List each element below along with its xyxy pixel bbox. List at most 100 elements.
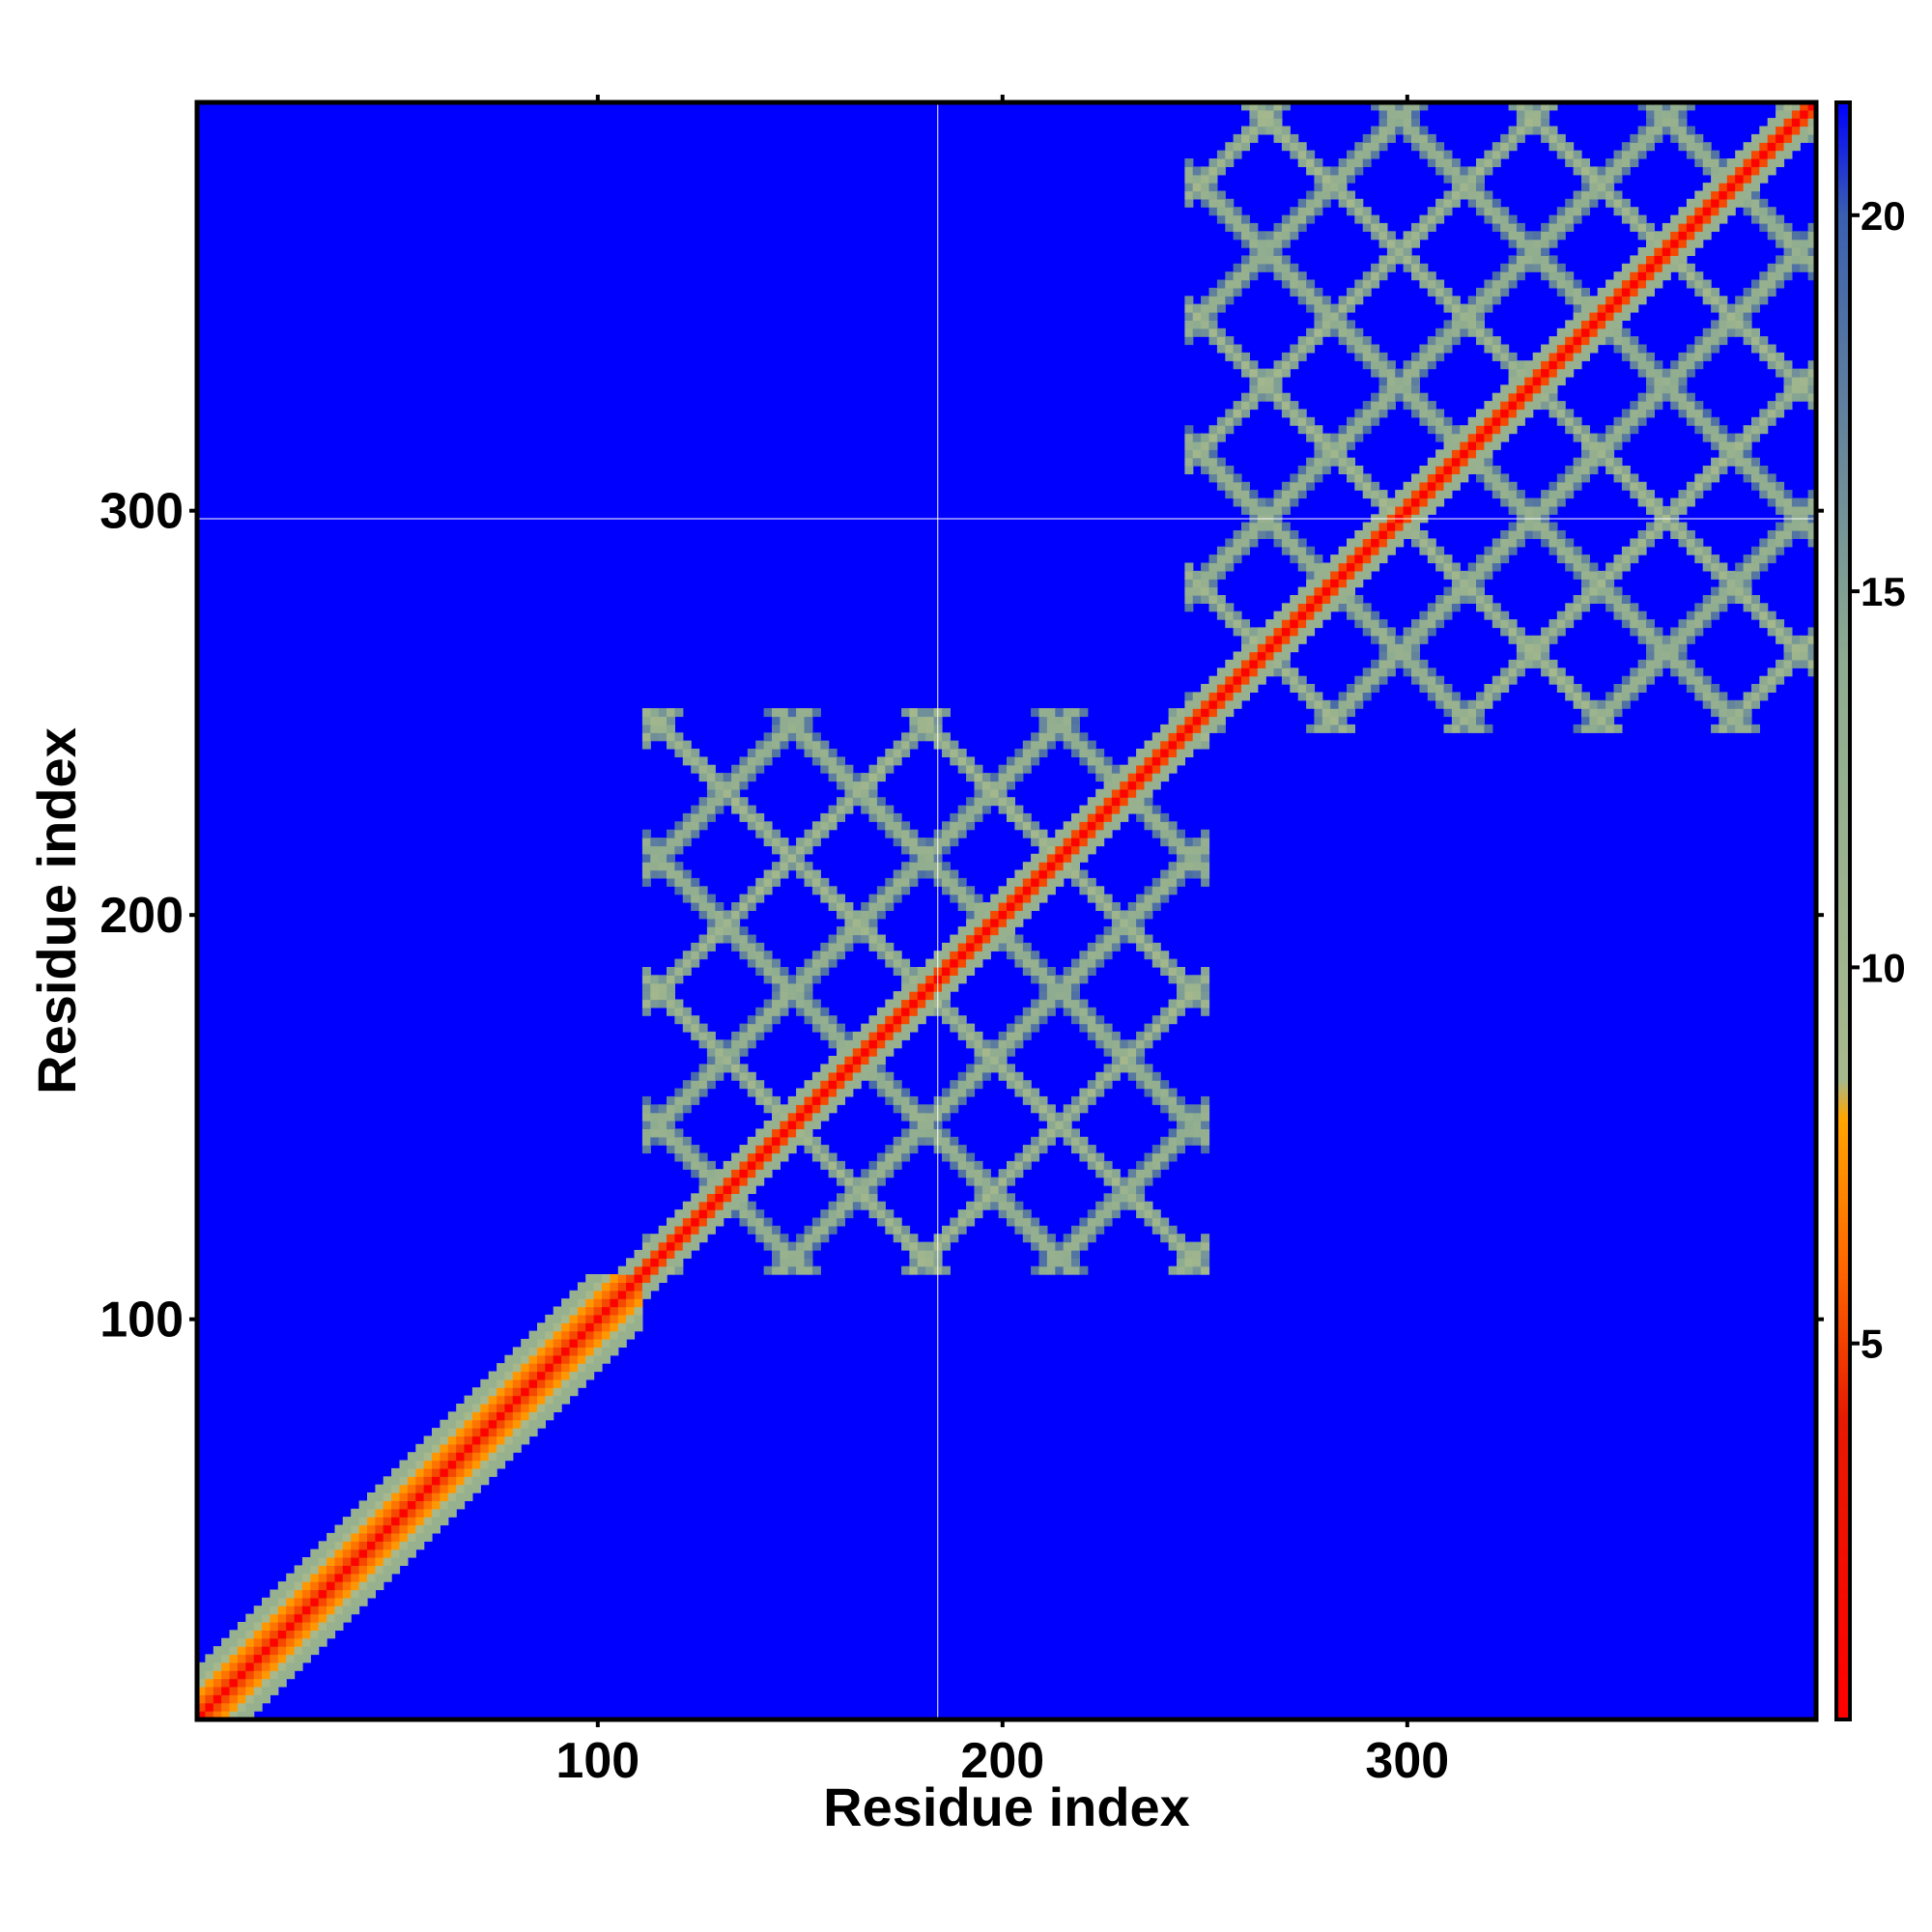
- heatmap-cell: [1654, 668, 1663, 677]
- heatmap-cell: [1038, 1112, 1048, 1122]
- heatmap-cell: [658, 1112, 668, 1122]
- heatmap-cell: [780, 991, 789, 1001]
- heatmap-cell: [1225, 481, 1235, 491]
- heatmap-cell: [966, 958, 976, 968]
- heatmap-cell: [990, 894, 1000, 903]
- heatmap-cell: [1711, 554, 1720, 564]
- heatmap-cell: [1362, 603, 1372, 612]
- heatmap-cell: [861, 1031, 870, 1040]
- heatmap-cell: [1403, 102, 1412, 111]
- heatmap-cell: [415, 1532, 425, 1542]
- heatmap-cell: [1208, 724, 1218, 733]
- heatmap-cell: [1103, 934, 1113, 944]
- heatmap-cell: [942, 982, 951, 992]
- heatmap-cell: [731, 942, 741, 952]
- heatmap-cell: [1621, 619, 1631, 629]
- heatmap-cell: [1321, 449, 1331, 459]
- heatmap-cell: [691, 764, 700, 774]
- heatmap-cell: [1168, 1145, 1178, 1154]
- heatmap-cell: [1646, 287, 1655, 297]
- heatmap-cell: [1411, 102, 1420, 111]
- heatmap-cell: [1451, 562, 1461, 572]
- heatmap-cell: [1500, 668, 1510, 677]
- heatmap-cell: [1347, 554, 1355, 564]
- heatmap-cell: [1168, 1007, 1178, 1016]
- heatmap-cell: [1095, 902, 1105, 911]
- heatmap-cell: [1565, 368, 1575, 378]
- heatmap-cell: [1427, 490, 1436, 499]
- heatmap-cell: [876, 764, 886, 774]
- heatmap-cell: [1427, 416, 1436, 426]
- heatmap-cell: [885, 821, 895, 831]
- heatmap-cell: [1281, 481, 1291, 491]
- heatmap-cell: [950, 967, 959, 976]
- heatmap-cell: [1290, 497, 1299, 507]
- heatmap-cell: [1719, 336, 1728, 346]
- heatmap-cell: [1419, 684, 1429, 693]
- heatmap-cell: [1492, 344, 1501, 354]
- heatmap-cell: [1451, 449, 1461, 459]
- heatmap-cell: [1046, 967, 1056, 976]
- heatmap-cell: [1484, 336, 1493, 346]
- heatmap-cell: [1249, 109, 1259, 119]
- heatmap-cell: [1476, 190, 1485, 200]
- heatmap-cell: [691, 886, 700, 895]
- heatmap-cell: [415, 1508, 425, 1518]
- heatmap-cell: [772, 1104, 781, 1114]
- heatmap-cell: [868, 788, 878, 798]
- heatmap-cell: [1362, 133, 1372, 143]
- heatmap-cell: [456, 1435, 466, 1445]
- heatmap-cell: [1160, 1160, 1170, 1170]
- heatmap-cell: [1079, 975, 1089, 984]
- heatmap-cell: [641, 991, 651, 1001]
- heatmap-cell: [391, 1467, 401, 1477]
- heatmap-cell: [1136, 1185, 1146, 1194]
- heatmap-cell: [1654, 239, 1663, 248]
- heatmap-cell: [1281, 126, 1291, 135]
- heatmap-cell: [1201, 975, 1210, 984]
- heatmap-cell: [1208, 675, 1218, 685]
- heatmap-cell: [399, 1557, 409, 1566]
- heatmap-cell: [1492, 554, 1501, 564]
- heatmap-cell: [1314, 579, 1323, 588]
- heatmap-cell: [1670, 635, 1680, 644]
- heatmap-cell: [1500, 490, 1510, 499]
- heatmap-cell: [739, 1152, 749, 1162]
- heatmap-cell: [1378, 118, 1388, 128]
- heatmap-cell: [512, 1428, 522, 1437]
- heatmap-cell: [1581, 724, 1590, 733]
- heatmap-cell: [1719, 207, 1728, 216]
- heatmap-cell: [1055, 1241, 1065, 1251]
- heatmap-cell: [1581, 692, 1590, 701]
- heatmap-cell: [561, 1354, 571, 1364]
- heatmap-cell: [876, 773, 886, 782]
- heatmap-cell: [893, 821, 902, 831]
- heatmap-cell: [650, 1282, 660, 1292]
- heatmap-cell: [706, 934, 716, 944]
- heatmap-cell: [1265, 522, 1275, 531]
- heatmap-cell: [1225, 344, 1235, 354]
- heatmap-cell: [861, 805, 870, 814]
- heatmap-cell: [1637, 133, 1647, 143]
- heatmap-cell: [1063, 862, 1072, 871]
- heatmap-cell: [747, 821, 756, 831]
- heatmap-cell: [1411, 126, 1420, 135]
- heatmap-cell: [1678, 409, 1688, 418]
- heatmap-cell: [957, 926, 967, 936]
- heatmap-cell: [1556, 530, 1566, 539]
- heatmap-cell: [942, 740, 951, 750]
- heatmap-cell: [1281, 603, 1291, 612]
- heatmap-cell: [691, 829, 700, 838]
- heatmap-cell: [1103, 821, 1113, 831]
- heatmap-cell: [837, 942, 845, 952]
- heatmap-cell: [828, 764, 838, 774]
- heatmap-cell: [1306, 481, 1316, 491]
- heatmap-cell: [440, 1517, 449, 1526]
- heatmap-cell: [1467, 433, 1477, 442]
- heatmap-cell: [1371, 271, 1380, 281]
- heatmap-cell: [1427, 457, 1436, 467]
- heatmap-cell: [456, 1419, 466, 1429]
- heatmap-cell: [1007, 894, 1015, 903]
- heatmap-cell: [1484, 611, 1493, 620]
- heatmap-cell: [1500, 409, 1510, 418]
